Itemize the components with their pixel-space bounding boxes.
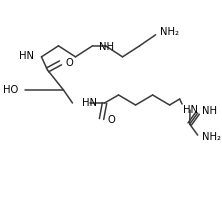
Text: NH: NH <box>99 42 113 53</box>
Text: HO: HO <box>3 85 18 95</box>
Text: NH₂: NH₂ <box>160 27 179 37</box>
Text: HN: HN <box>183 105 198 115</box>
Text: O: O <box>65 58 73 68</box>
Text: NH₂: NH₂ <box>202 132 221 142</box>
Text: O: O <box>107 115 115 125</box>
Text: HN: HN <box>81 98 97 108</box>
Text: NH: NH <box>202 106 217 116</box>
Text: HN: HN <box>20 51 34 61</box>
